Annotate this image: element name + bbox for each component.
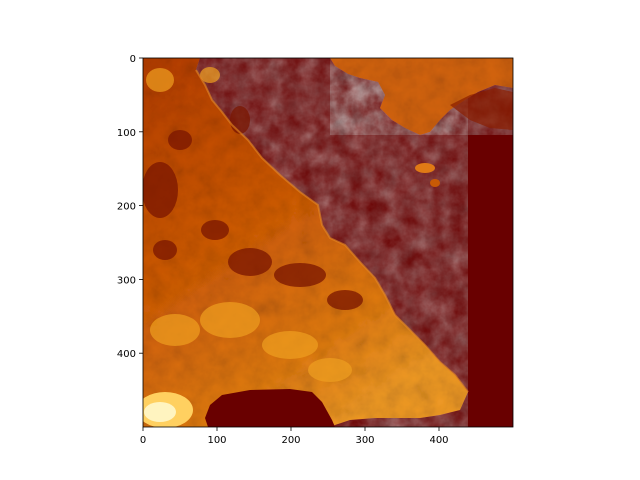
land-northeast <box>330 58 513 135</box>
x-tick-label: 300 <box>355 435 374 446</box>
heatmap-image <box>143 58 513 427</box>
x-tick-label: 100 <box>207 435 226 446</box>
lake <box>205 389 335 427</box>
y-tick-label: 100 <box>117 128 136 139</box>
x-tick-label: 0 <box>140 435 146 446</box>
y-axis: 0 100 200 300 400 <box>117 54 143 360</box>
land-texture <box>143 106 363 310</box>
island <box>430 179 440 187</box>
land-northeast-dark <box>450 88 513 130</box>
plot-frame <box>142 57 514 428</box>
island <box>415 163 435 173</box>
x-axis: 0 100 200 300 400 <box>140 427 449 446</box>
coastline <box>195 69 469 393</box>
x-tick-label: 200 <box>281 435 300 446</box>
y-tick-label: 200 <box>117 202 136 213</box>
land-bright-patches <box>146 67 352 382</box>
bright-hotspot-core <box>144 402 176 422</box>
y-tick-label: 400 <box>117 349 136 360</box>
y-tick-label: 300 <box>117 275 136 286</box>
x-tick-label: 400 <box>429 435 448 446</box>
y-tick-label: 0 <box>130 54 136 65</box>
